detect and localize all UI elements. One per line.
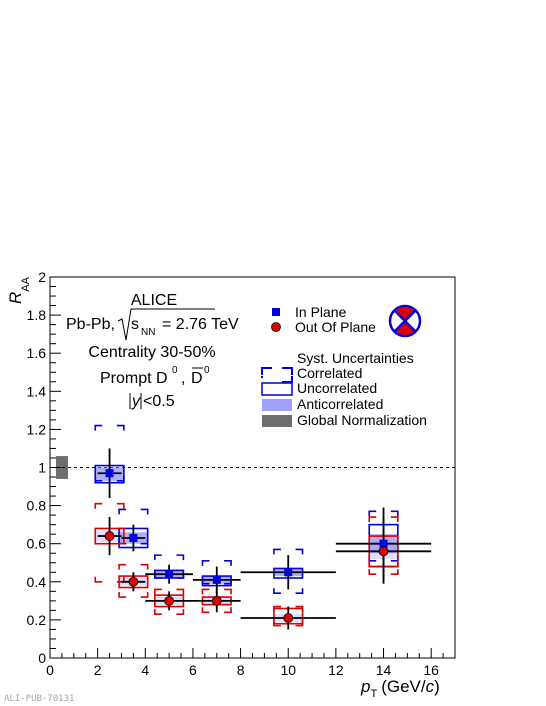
out-of-plane-marker bbox=[211, 595, 222, 606]
legend-uncorrelated-label: Uncorrelated bbox=[297, 380, 377, 396]
out-of-plane-correlated-lower-bracket bbox=[368, 569, 399, 575]
sqrt-sign bbox=[117, 308, 215, 341]
out-of-plane-correlated-upper-bracket bbox=[201, 588, 232, 595]
svg-text:RAA: RAA bbox=[6, 276, 32, 304]
out-of-plane-marker bbox=[164, 595, 175, 606]
out-of-plane-correlated-upper-bracket bbox=[118, 563, 149, 570]
legend-global-norm-box bbox=[262, 415, 292, 427]
out-of-plane-marker bbox=[283, 613, 294, 623]
prompt-label: Prompt D 0 , D 0 bbox=[100, 365, 210, 387]
y-axis-title: RAA bbox=[6, 276, 32, 304]
y-tick-label: 0.6 bbox=[27, 536, 47, 552]
in-plane-correlated-upper-bracket bbox=[368, 510, 399, 517]
y-tick-label: 1 bbox=[38, 460, 46, 476]
legend-global-norm-label: Global Normalization bbox=[297, 412, 427, 428]
x-tick-label: 14 bbox=[376, 662, 392, 678]
in-plane-marker bbox=[129, 533, 138, 542]
y-tick-label: 0.8 bbox=[27, 498, 47, 514]
out-of-plane-correlated-lower-bracket bbox=[118, 592, 149, 598]
y-tick-label: 2 bbox=[38, 269, 46, 285]
correlated-layer bbox=[94, 424, 399, 627]
y-tick-label: 1.2 bbox=[27, 421, 47, 437]
y-tick-label: 1.8 bbox=[27, 307, 47, 323]
y-tick-label: 0.4 bbox=[27, 574, 47, 590]
svg-text:Prompt D: Prompt D bbox=[100, 370, 168, 387]
svg-text:0: 0 bbox=[204, 365, 210, 376]
svg-text:D: D bbox=[191, 370, 203, 387]
legend-in-plane-label: In Plane bbox=[295, 304, 347, 320]
publication-id: ALI-PUB-70131 bbox=[4, 694, 75, 704]
x-tick-label: 16 bbox=[423, 662, 439, 678]
rapidity-label: y <0.5 bbox=[129, 393, 175, 410]
legend-in-plane-marker bbox=[272, 308, 280, 316]
in-plane-correlated-lower-bracket bbox=[273, 588, 304, 595]
centrality-label: Centrality 30-50% bbox=[88, 344, 215, 361]
out-of-plane-correlated-upper-bracket bbox=[368, 516, 399, 523]
y-tick-label: 0 bbox=[38, 650, 46, 666]
out-of-plane-marker bbox=[104, 531, 115, 541]
legend-syst-header: Syst. Uncertainties bbox=[297, 350, 414, 366]
out-of-plane-marker bbox=[128, 576, 139, 587]
x-tick-label: 0 bbox=[46, 662, 54, 678]
x-tick-label: 2 bbox=[94, 662, 102, 678]
out-of-plane-correlated-upper-bracket bbox=[94, 502, 125, 509]
in-plane-correlated-upper-bracket bbox=[201, 560, 232, 566]
legend-correlated-bracket bbox=[261, 367, 293, 383]
x-tick-label: 8 bbox=[237, 662, 245, 678]
axis-ticks: 0 2 4 6 8 10 12 14 16 0 0.2 0.4 0.6 0.8 1 1.2 1.4 1.6 1.8 2 bbox=[27, 269, 444, 678]
legend-out-of-plane-marker bbox=[271, 322, 281, 332]
y-tick-label: 1.6 bbox=[27, 345, 47, 361]
svg-text:y: y bbox=[131, 393, 141, 410]
x-tick-label: 4 bbox=[141, 662, 149, 678]
in-plane-correlated-upper-bracket bbox=[118, 508, 149, 515]
y-tick-label: 0.2 bbox=[27, 612, 47, 628]
in-plane-marker bbox=[105, 469, 114, 478]
red-cross-in-blue-circle-icon bbox=[388, 304, 422, 338]
system-label-prefix: Pb-Pb, bbox=[66, 316, 115, 333]
out-of-plane-correlated-lower-bracket bbox=[201, 607, 232, 614]
out-of-plane-correlated-upper-bracket bbox=[154, 588, 185, 595]
y-tick-label: 1.4 bbox=[27, 383, 47, 399]
in-plane-marker bbox=[165, 570, 174, 579]
legend-anticorrelated-label: Anticorrelated bbox=[297, 396, 383, 412]
system-label-s: s bbox=[131, 316, 139, 333]
svg-text:,: , bbox=[181, 370, 185, 387]
x-tick-label: 6 bbox=[189, 662, 197, 678]
experiment-label: ALICE bbox=[131, 292, 177, 309]
x-tick-label: 10 bbox=[280, 662, 296, 678]
out-of-plane-marker bbox=[378, 546, 389, 557]
x-axis-title: pT (GeV/c) bbox=[360, 677, 440, 700]
in-plane-correlated-upper-bracket bbox=[94, 424, 125, 431]
in-plane-marker bbox=[379, 539, 388, 548]
system-label-nn: NN bbox=[141, 327, 155, 338]
legend-anticorrelated-box bbox=[262, 399, 292, 411]
legend-correlated-label: Correlated bbox=[297, 365, 362, 381]
legend-uncorrelated-box bbox=[261, 382, 293, 396]
in-plane-correlated-upper-bracket bbox=[154, 554, 185, 561]
svg-text:<0.5: <0.5 bbox=[143, 393, 175, 410]
in-plane-marker bbox=[212, 575, 221, 584]
legend-out-of-plane-label: Out Of Plane bbox=[295, 319, 376, 335]
x-tick-label: 12 bbox=[328, 662, 344, 678]
svg-text:0: 0 bbox=[172, 365, 178, 376]
uncorrelated-layer bbox=[94, 464, 399, 625]
marker-layer bbox=[104, 469, 389, 623]
in-plane-correlated-upper-bracket bbox=[273, 548, 304, 555]
out-of-plane-correlated-lower-bracket bbox=[154, 609, 185, 615]
in-plane-marker bbox=[284, 568, 293, 577]
system-label-energy: = 2.76 TeV bbox=[162, 316, 239, 333]
anticorrelated-layer bbox=[95, 467, 398, 622]
